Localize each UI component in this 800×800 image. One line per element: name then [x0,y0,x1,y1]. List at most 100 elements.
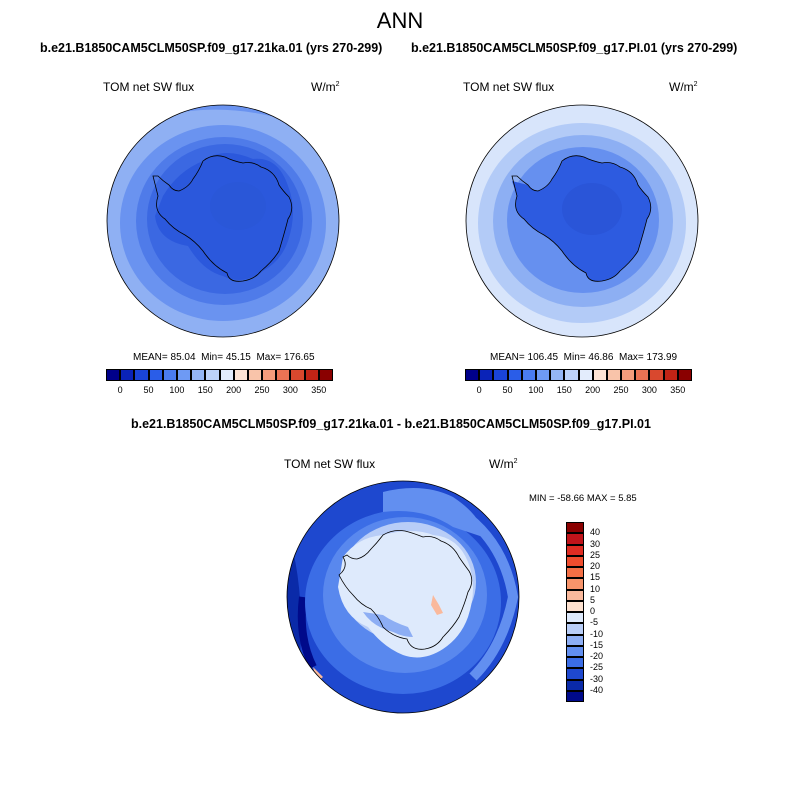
panel-2-variable-label: TOM net SW flux [463,80,555,94]
colorbar-tick-label: -10 [590,628,604,639]
colorbar-swatch [635,369,650,381]
colorbar-swatch [304,369,319,381]
colorbar-tick-label: 300 [282,385,298,395]
colorbar-tick-label: -30 [590,673,604,684]
colorbar-tick-label: -40 [590,684,604,695]
colorbar-tick-label: 5 [590,594,596,605]
diff-units-label: W/m2 [489,457,518,471]
colorbar-tick-label: -25 [590,662,604,673]
panel-2-stats: MEAN= 106.45 Min= 46.86 Max= 173.99 [490,352,678,363]
colorbar-tick-label: 350 [670,385,686,395]
diff-case-title: b.e21.B1850CAM5CLM50SP.f09_g17.21ka.01 -… [131,417,651,431]
diff-coastline [338,530,473,650]
colorbar-swatch [148,369,163,381]
colorbar-tick-label: 250 [613,385,629,395]
panel-1-polar-map [106,104,340,338]
colorbar-swatch [465,369,480,381]
colorbar-tick-label: 20 [590,561,601,571]
colorbar-swatch [566,679,584,691]
colorbar-swatch [564,369,579,381]
colorbar-swatch [191,369,206,381]
panel-1-case-title: b.e21.B1850CAM5CLM50SP.f09_g17.21ka.01 (… [40,41,383,55]
colorbar-swatch [578,369,593,381]
colorbar-tick-label: 50 [143,385,154,395]
colorbar-tick-label: 200 [226,385,242,395]
colorbar-swatch [566,612,584,624]
colorbar-swatch [290,369,305,381]
colorbar-tick-label: -5 [590,617,599,628]
colorbar-swatch [233,369,248,381]
colorbar-swatch [535,369,551,381]
colorbar-tick-label: 200 [585,385,601,395]
colorbar-swatch [566,555,584,567]
diff-stats: MIN = -58.66 MAX = 5.85 [529,493,637,504]
panel-1-coastline [152,155,293,282]
diff-colorbar: 40 30 25 20 15 10 5 0 -5 -10 -15 -20 -25 -30 -40 [566,522,626,702]
diff-variable-label: TOM net SW flux [284,457,376,471]
colorbar-tick-label: 250 [254,385,270,395]
diff-polar-map [286,480,520,714]
colorbar-swatch [566,578,584,590]
colorbar-swatch [566,657,584,669]
colorbar-swatch [677,369,692,381]
panel-1-units-label: W/m2 [311,80,340,94]
colorbar-swatch [566,634,584,646]
colorbar-swatch [521,369,536,381]
colorbar-swatch [550,369,565,381]
colorbar-tick-label: 30 [590,538,601,549]
colorbar-swatch [592,369,607,381]
colorbar-swatch [247,369,263,381]
colorbar-swatch [507,369,522,381]
colorbar-swatch [566,522,584,534]
colorbar-tick-label: 350 [311,385,327,395]
panel-1-colorbar: 0 50 100 150 200 250 300 350 [106,369,333,399]
panel-2-coastline [511,155,652,282]
colorbar-tick-label: 150 [197,385,213,395]
colorbar-tick-label: 15 [590,572,601,583]
colorbar-swatch [649,369,664,381]
colorbar-swatch [566,600,584,612]
colorbar-swatch [566,668,584,680]
figure-title: ANN [376,8,424,33]
panel-2-case-title: b.e21.B1850CAM5CLM50SP.f09_g17.PI.01 (yr… [411,41,738,55]
colorbar-tick-label: 0 [590,606,596,616]
colorbar-swatch [663,369,678,381]
colorbar-tick-label: -15 [590,639,604,650]
panel-2-units-label: W/m2 [669,80,698,94]
colorbar-tick-label: 100 [169,385,185,395]
colorbar-tick-label: 150 [556,385,572,395]
panel-2-polar-map [465,104,699,338]
colorbar-swatch [176,369,192,381]
colorbar-swatch [120,369,135,381]
colorbar-swatch [479,369,494,381]
colorbar-tick-label: 0 [476,385,482,395]
colorbar-tick-label: 300 [641,385,657,395]
panel-2-colorbar: 0 50 100 150 200 250 300 350 [465,369,692,399]
colorbar-tick-label: 50 [502,385,513,395]
colorbar-tick-label: 40 [590,527,601,538]
colorbar-swatch [134,369,149,381]
colorbar-swatch [205,369,220,381]
colorbar-swatch [621,369,636,381]
colorbar-swatch [566,690,584,702]
colorbar-swatch [106,369,121,381]
colorbar-swatch [566,623,584,635]
panel-1-variable-label: TOM net SW flux [103,80,195,94]
colorbar-swatch [566,589,584,601]
colorbar-swatch [606,369,622,381]
colorbar-swatch [162,369,177,381]
colorbar-swatch [276,369,291,381]
colorbar-swatch [318,369,333,381]
colorbar-swatch [262,369,277,381]
colorbar-swatch [566,567,584,579]
colorbar-tick-label: 10 [590,583,601,594]
panel-1-stats: MEAN= 85.04 Min= 45.15 Max= 176.65 [133,352,315,363]
colorbar-tick-label: 25 [590,549,601,560]
colorbar-tick-label: -20 [590,651,604,661]
colorbar-tick-label: 0 [117,385,123,395]
colorbar-swatch [566,533,584,545]
colorbar-swatch [219,369,234,381]
colorbar-tick-label: 100 [528,385,544,395]
colorbar-swatch [493,369,508,381]
colorbar-swatch [566,544,584,556]
